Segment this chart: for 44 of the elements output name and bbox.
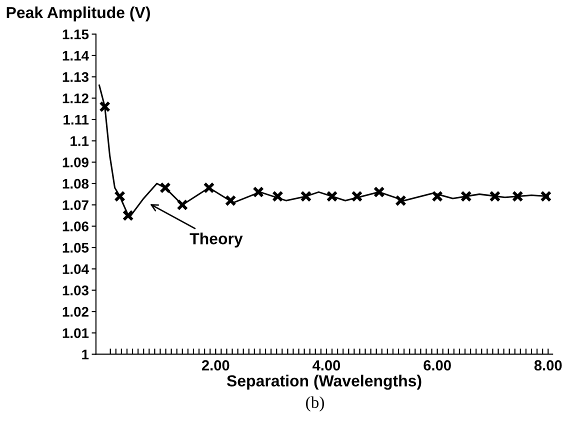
point — [432, 190, 443, 202]
point — [224, 194, 236, 206]
point — [176, 199, 188, 211]
y-tick-label: 1.11 — [64, 114, 89, 125]
y-tick-label: 1.12 — [62, 93, 88, 104]
y-tick-label: 1.07 — [62, 200, 88, 210]
point — [540, 190, 552, 202]
point — [512, 190, 524, 202]
x-tick-label: 2.00 — [202, 360, 230, 371]
y-tick-label: 1.06 — [62, 222, 89, 232]
point — [395, 194, 406, 206]
point — [351, 190, 363, 202]
x-axis-title: Separation (Wavelengths) — [226, 374, 422, 390]
point — [252, 186, 264, 198]
point — [460, 190, 472, 202]
point — [489, 190, 501, 202]
x-tick-label: 8.00 — [534, 360, 562, 371]
point — [300, 190, 312, 202]
y-tick-label: 1.13 — [62, 72, 89, 82]
y-tick-label: 1.14 — [62, 50, 89, 60]
y-axis-title: Peak Amplitude (V) — [6, 6, 150, 22]
y-tick-label: 1.09 — [62, 158, 88, 168]
y-tick-label: 1.15 — [62, 30, 89, 40]
x-tick-label: 4.00 — [312, 360, 340, 371]
point — [160, 182, 171, 194]
y-tick-label: 1.03 — [62, 286, 89, 296]
point — [114, 190, 126, 202]
point — [373, 186, 385, 198]
y-tick-label: 1.1 — [70, 136, 89, 146]
point — [203, 182, 215, 194]
y-tick-label: 1.05 — [62, 242, 89, 253]
point — [99, 100, 111, 112]
text: (b) — [306, 396, 324, 412]
point — [122, 210, 134, 222]
point — [272, 190, 284, 202]
annotation: Theory — [190, 232, 243, 248]
y-tick-label: 1.08 — [62, 178, 89, 189]
x-tick-label: 6.00 — [424, 360, 451, 371]
y-tick-label: 1.04 — [62, 264, 89, 274]
y-tick-label: 1 — [82, 350, 89, 360]
point — [326, 190, 338, 202]
y-tick-label: 1.02 — [62, 306, 88, 317]
line-series — [98, 84, 549, 218]
y-tick-label: 1.01 — [62, 328, 89, 338]
